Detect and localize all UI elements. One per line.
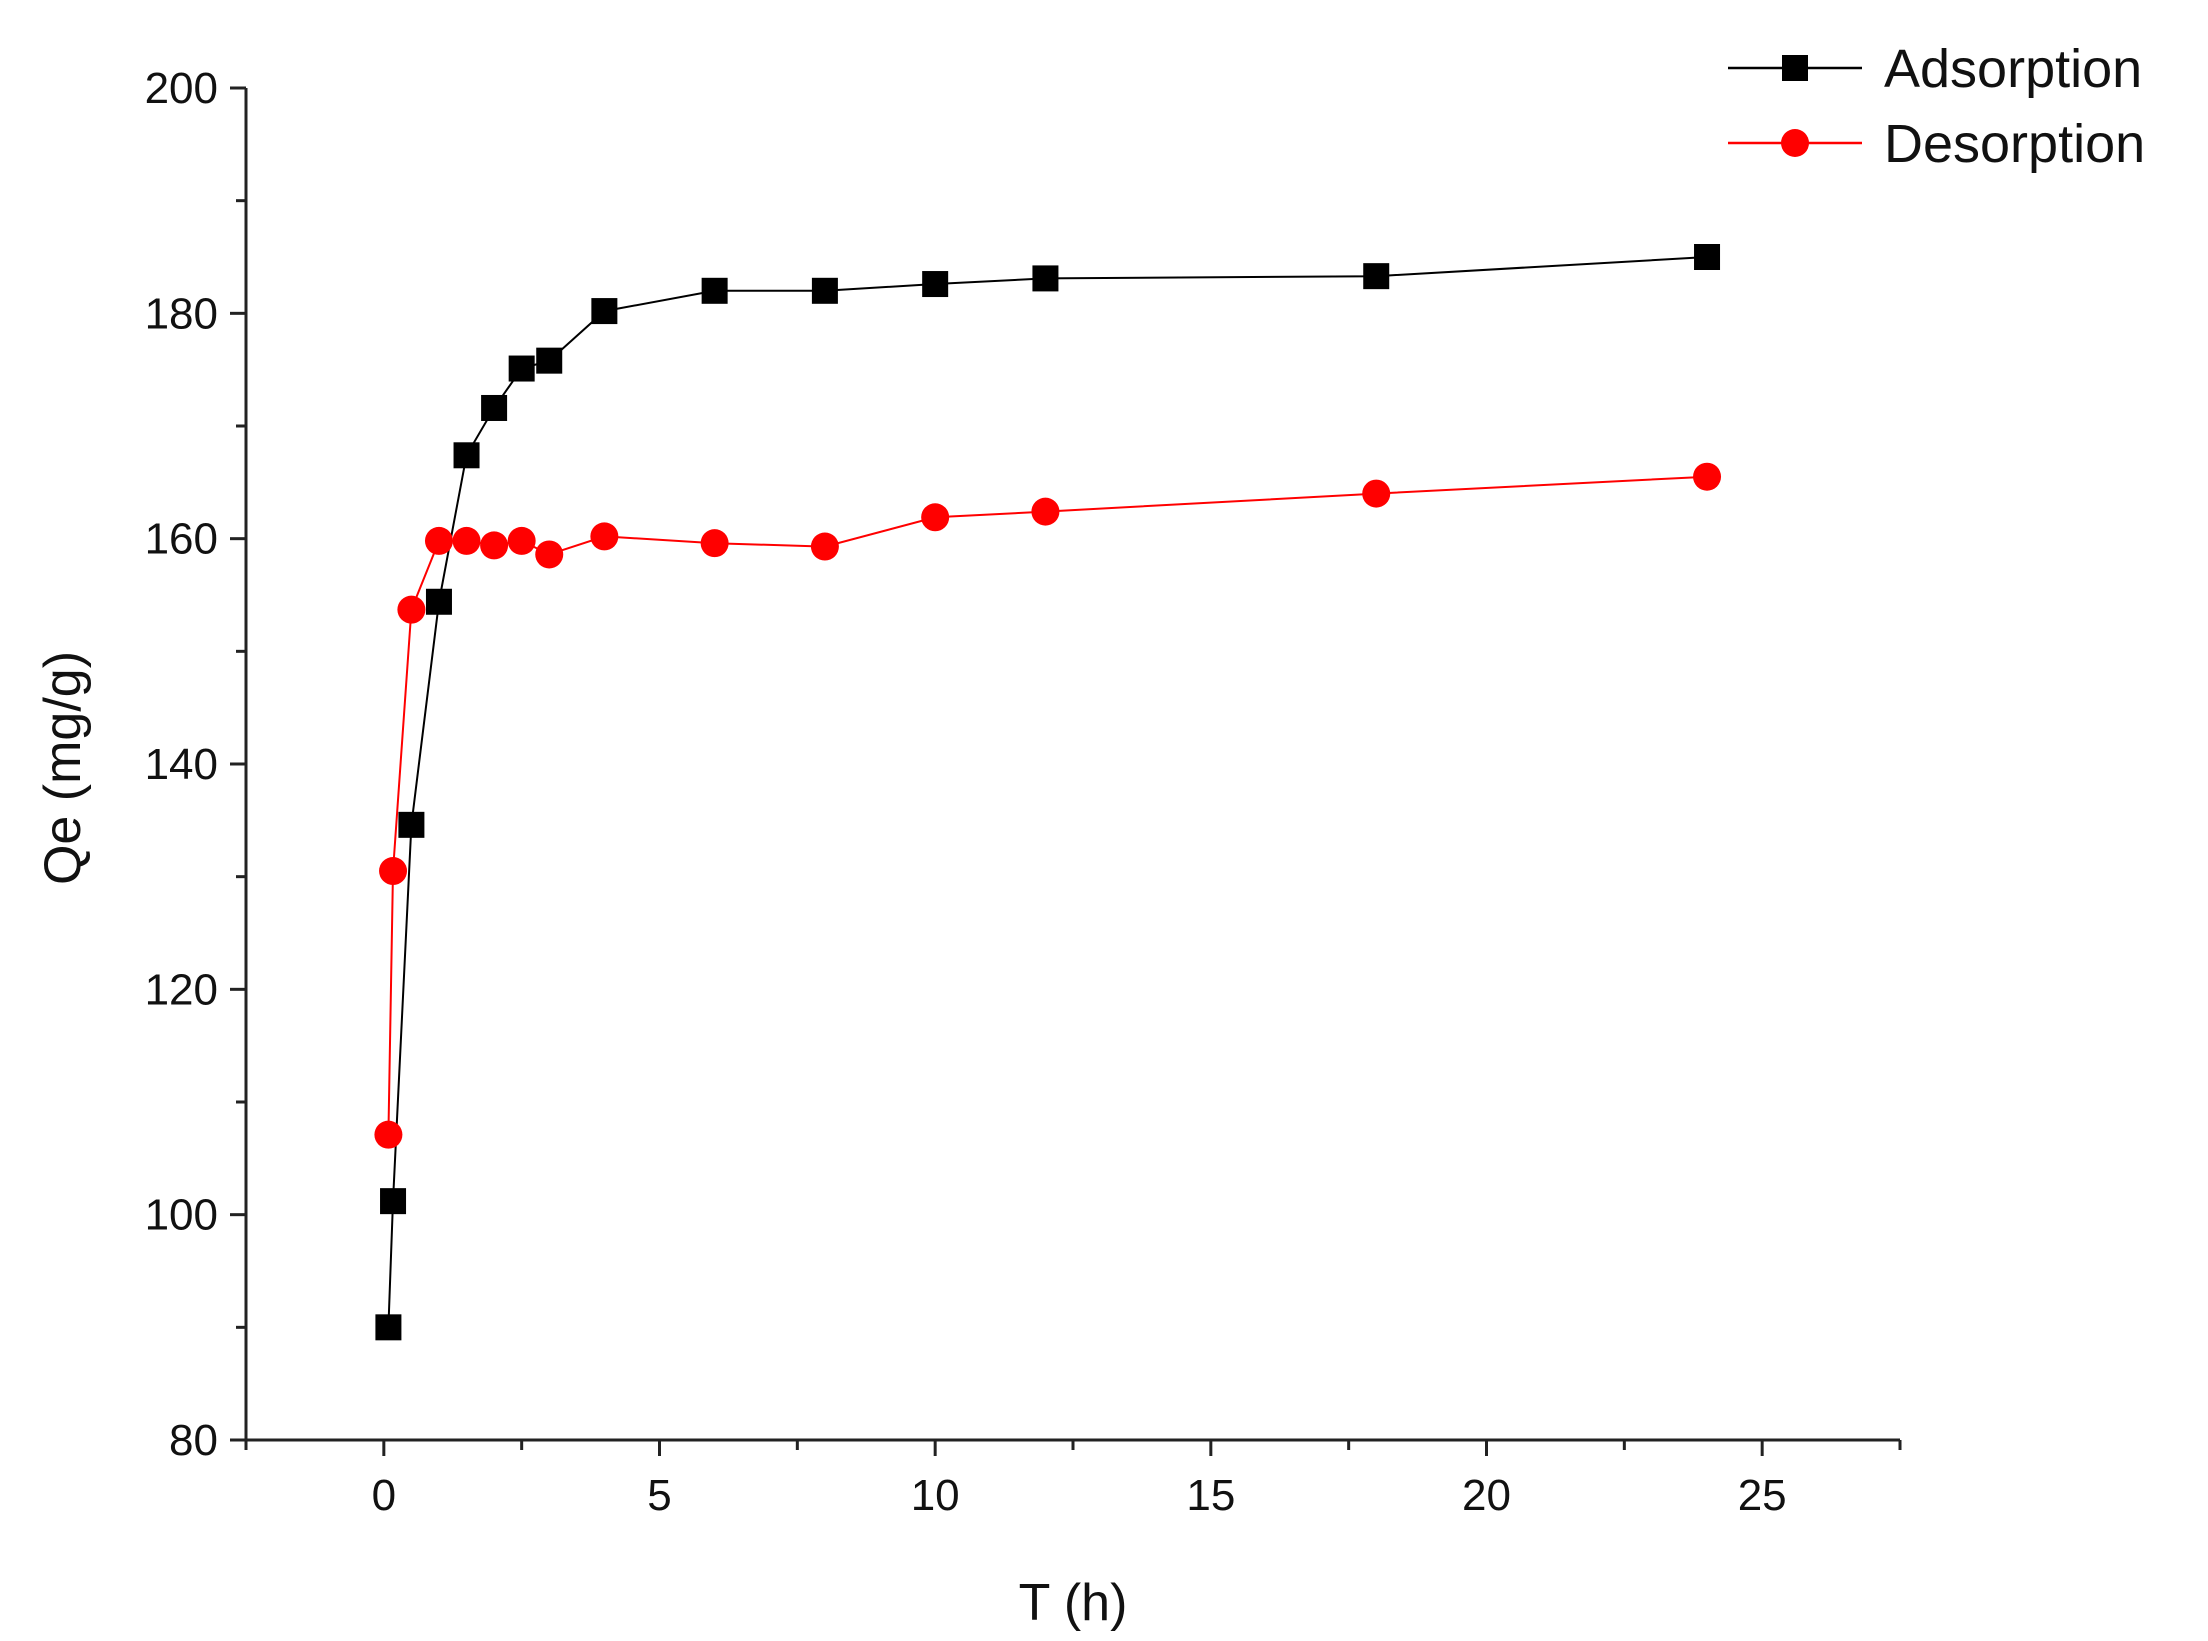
y-tick-label: 160 [145, 515, 218, 564]
legend-label-adsorption: Adsorption [1884, 39, 2142, 99]
y-tick-label: 200 [145, 64, 218, 113]
y-tick-label: 120 [145, 965, 218, 1014]
x-tick-label: 5 [647, 1471, 671, 1520]
adsorption-point [481, 394, 508, 421]
desorption-point [700, 529, 729, 558]
y-axis-title: Qe (mg/g) [34, 651, 92, 885]
adsorption-point [425, 588, 452, 615]
x-tick-label: 0 [372, 1471, 396, 1520]
y-tick-label: 180 [145, 289, 218, 338]
x-axis-title: T (h) [1019, 1574, 1128, 1632]
desorption-point [379, 857, 408, 886]
adsorption-point [591, 298, 618, 325]
legend-marker-desorption [1781, 129, 1809, 157]
legend-label-desorption: Desorption [1884, 114, 2145, 174]
adsorption-point [1694, 244, 1721, 270]
y-ticks: 80 100 120 140 160 180 200 [145, 64, 246, 1465]
desorption-point [507, 526, 536, 555]
desorption-point [1362, 479, 1391, 508]
y-tick-label: 140 [145, 740, 218, 789]
desorption-point [1693, 462, 1722, 491]
x-tick-label: 25 [1738, 1471, 1787, 1520]
adsorption-line [387, 256, 1708, 1328]
adsorption-point [508, 355, 535, 382]
desorption-line [387, 475, 1708, 1135]
adsorption-point [380, 1188, 407, 1215]
desorption-point [397, 595, 426, 624]
desorption-point [535, 540, 564, 569]
adsorption-point [1363, 263, 1390, 290]
adsorption-point [811, 277, 838, 304]
adsorption-point [398, 811, 425, 838]
x-ticks: 0 5 10 15 20 25 [244, 1440, 1902, 1520]
desorption-series [374, 462, 1722, 1149]
adsorption-point [375, 1314, 402, 1341]
desorption-point [424, 526, 453, 555]
y-tick-label: 100 [145, 1191, 218, 1240]
y-tick-label: 80 [169, 1416, 218, 1465]
series-layer [374, 244, 1722, 1341]
x-tick-label: 15 [1186, 1471, 1235, 1520]
desorption-point [1031, 497, 1060, 526]
x-tick-label: 10 [911, 1471, 960, 1520]
legend-item-adsorption: Adsorption [1728, 39, 2142, 99]
adsorption-point [701, 277, 728, 304]
desorption-point [590, 522, 619, 551]
x-tick-label: 20 [1462, 1471, 1511, 1520]
legend-item-desorption: Desorption [1728, 114, 2145, 174]
legend: Adsorption Desorption [1728, 39, 2145, 174]
desorption-point [921, 503, 950, 532]
adsorption-series [375, 244, 1721, 1341]
adsorption-point [922, 271, 949, 298]
adsorption-point [1032, 265, 1059, 292]
plot-area: 0 5 10 15 20 25 80 100 120 140 160 180 200 [145, 64, 1902, 1520]
adsorption-point [453, 442, 480, 469]
adsorption-point [536, 347, 563, 374]
desorption-point [452, 526, 481, 555]
desorption-point [480, 531, 509, 560]
desorption-point [374, 1120, 403, 1149]
desorption-point [810, 532, 839, 561]
legend-marker-adsorption [1782, 55, 1808, 81]
